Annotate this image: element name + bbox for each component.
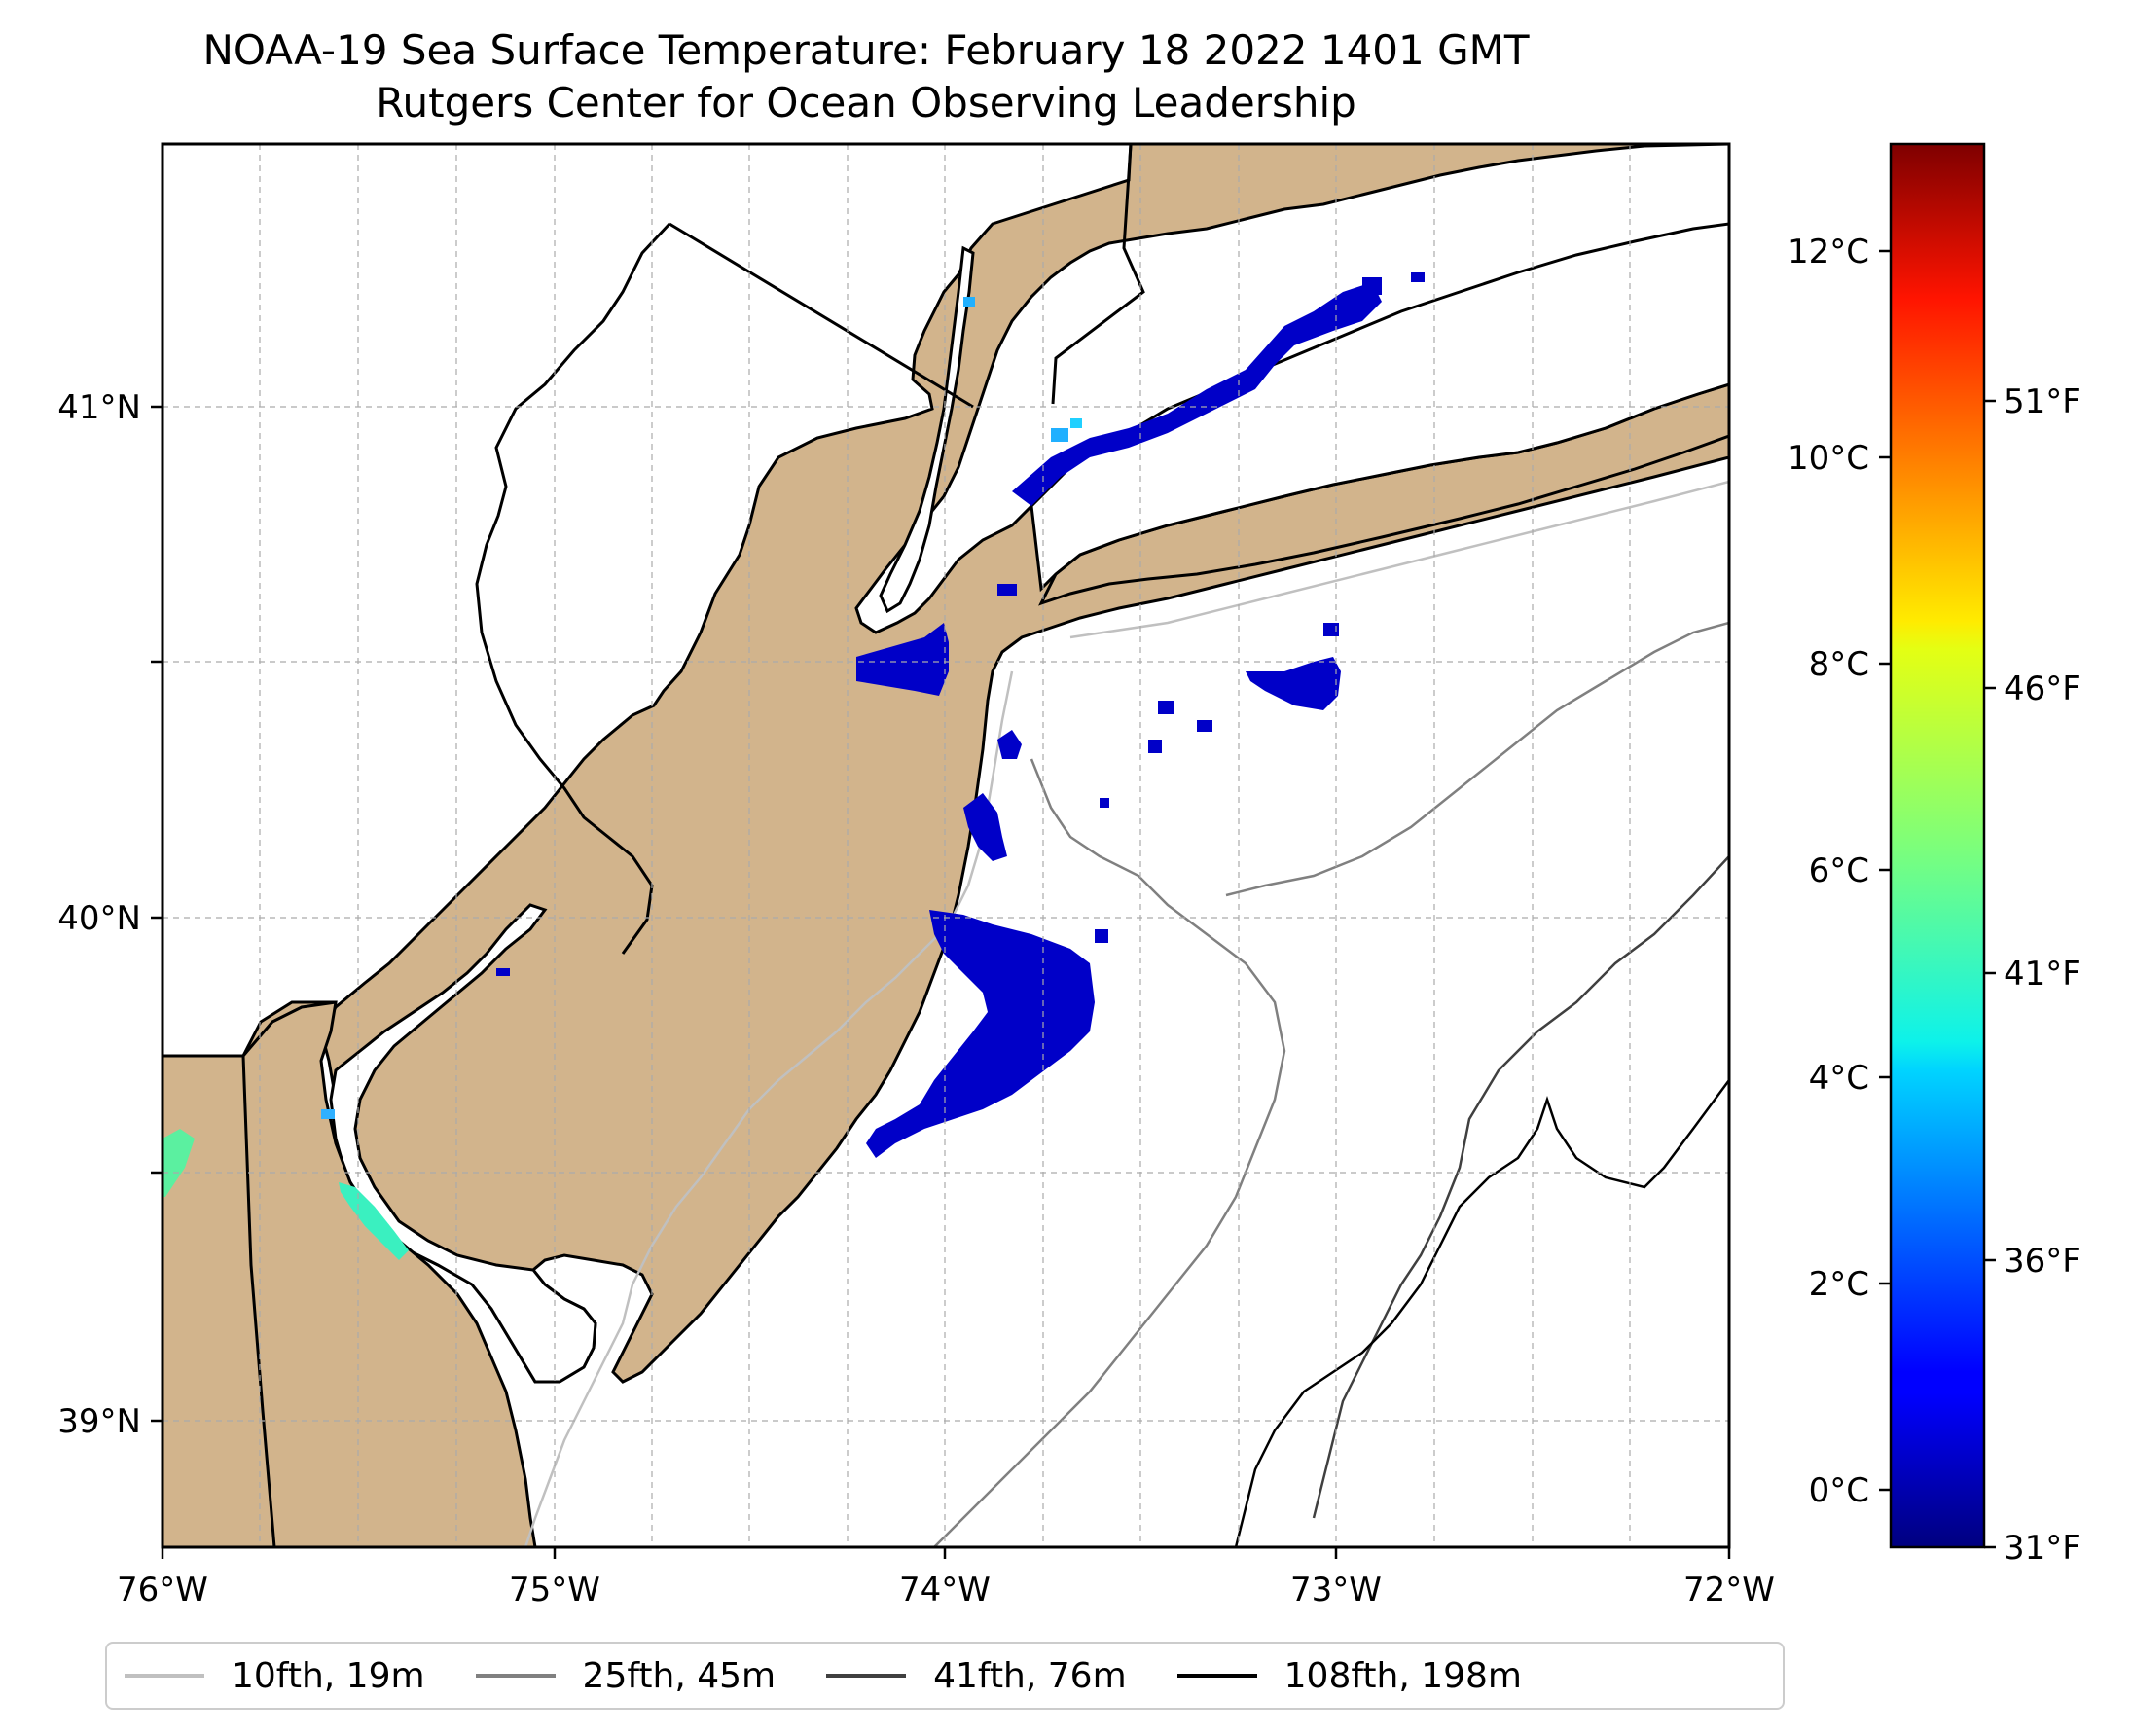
legend-item: 108fth, 198m (1176, 1655, 1522, 1696)
sst-pixel (1100, 798, 1109, 808)
sst-patch-sound (1012, 282, 1382, 506)
legend-label: 10fth, 19m (232, 1655, 425, 1696)
lon-label-73: 73°W (1290, 1571, 1382, 1609)
colorbar-c-label: 8°C (1809, 645, 1869, 684)
border-ny-ct (1051, 144, 1145, 405)
sst-pixel (1197, 720, 1212, 732)
lat-tick-marks (151, 405, 163, 1423)
legend-item: 25fth, 45m (475, 1655, 777, 1696)
lat-label-39: 39°N (57, 1402, 141, 1441)
colorbar-f-label: 31°F (2004, 1529, 2081, 1568)
sst-patch-monmouth (997, 730, 1022, 759)
bathymetry-contours (524, 480, 1729, 1547)
colorbar-c-label: 4°C (1809, 1059, 1869, 1098)
sst-pixel (1095, 929, 1108, 943)
legend-line-25fth (475, 1674, 556, 1678)
sst-data (163, 272, 1425, 1260)
contour-25fth-b (1225, 621, 1729, 897)
colorbar-f-label: 41°F (2004, 955, 2081, 994)
border-de-md (241, 1055, 276, 1547)
contour-41fth (1312, 855, 1729, 1519)
colorbar-c-label: 12°C (1788, 233, 1869, 271)
legend-line-41fth (826, 1674, 907, 1678)
sst-patch-chesapeake (163, 1129, 195, 1197)
sst-pixel (1051, 428, 1068, 442)
colorbar-tick-marks (1879, 249, 1996, 1549)
border-ny-nj (669, 222, 974, 409)
legend-item: 10fth, 19m (125, 1656, 425, 1696)
lat-label-41: 41°N (57, 388, 141, 427)
lon-tick-marks (161, 1547, 1731, 1559)
border-pa-nj (475, 222, 671, 955)
legend-label: 108fth, 198m (1283, 1655, 1522, 1696)
colorbar-f-label: 51°F (2004, 382, 2081, 421)
sst-pixel (997, 584, 1017, 596)
sst-pixel (321, 1109, 335, 1119)
legend-item: 41fth, 76m (826, 1656, 1127, 1696)
map-title: NOAA-19 Sea Surface Temperature: Februar… (202, 26, 1530, 74)
sst-pixel (1158, 701, 1174, 714)
legend-label: 41fth, 76m (933, 1655, 1127, 1696)
colorbar (1889, 142, 1986, 1549)
legend-label: 25fth, 45m (582, 1655, 777, 1696)
border-pa-de (163, 1000, 337, 1058)
colorbar-f-label: 46°F (2004, 669, 2081, 708)
colorbar-f-label: 36°F (2004, 1242, 2081, 1281)
map-gridlines (163, 144, 1729, 1547)
sst-patch-central (963, 793, 1007, 861)
lon-label-74: 74°W (899, 1571, 991, 1609)
sst-patch-raritan (856, 623, 949, 696)
lat-label-40: 40°N (57, 899, 141, 938)
long-island-sound (1030, 222, 1729, 593)
sst-pixel (1323, 623, 1339, 636)
colorbar-c-label: 6°C (1809, 851, 1869, 890)
sst-pixel (963, 297, 975, 307)
sst-pixel (496, 968, 510, 976)
legend-line-10fth (125, 1674, 204, 1678)
sst-pixel (1148, 740, 1162, 753)
sst-patch-south (866, 910, 1095, 1158)
contour-legend: 10fth, 19m 25fth, 45m 41fth, 76m 108fth,… (105, 1642, 1785, 1710)
contour-25fth (933, 758, 1286, 1547)
sst-patch-hudson-canyon (1246, 657, 1341, 710)
sst-pixel (1070, 418, 1082, 428)
lon-label-75: 75°W (509, 1571, 600, 1609)
lon-label-76: 76°W (117, 1571, 208, 1609)
lon-label-72: 72°W (1683, 1571, 1775, 1609)
contour-10fth-li (1069, 480, 1729, 639)
map-subtitle: Rutgers Center for Ocean Observing Leade… (376, 79, 1356, 127)
sst-pixel (1411, 272, 1425, 282)
colorbar-c-label: 2°C (1809, 1265, 1869, 1304)
colorbar-c-label: 0°C (1809, 1471, 1869, 1510)
colorbar-c-label: 10°C (1788, 439, 1869, 478)
contour-108fth (1234, 1079, 1729, 1547)
sst-pixel (1362, 277, 1382, 295)
legend-line-108fth (1176, 1674, 1257, 1678)
sst-patch-warm-bay (339, 1182, 409, 1260)
